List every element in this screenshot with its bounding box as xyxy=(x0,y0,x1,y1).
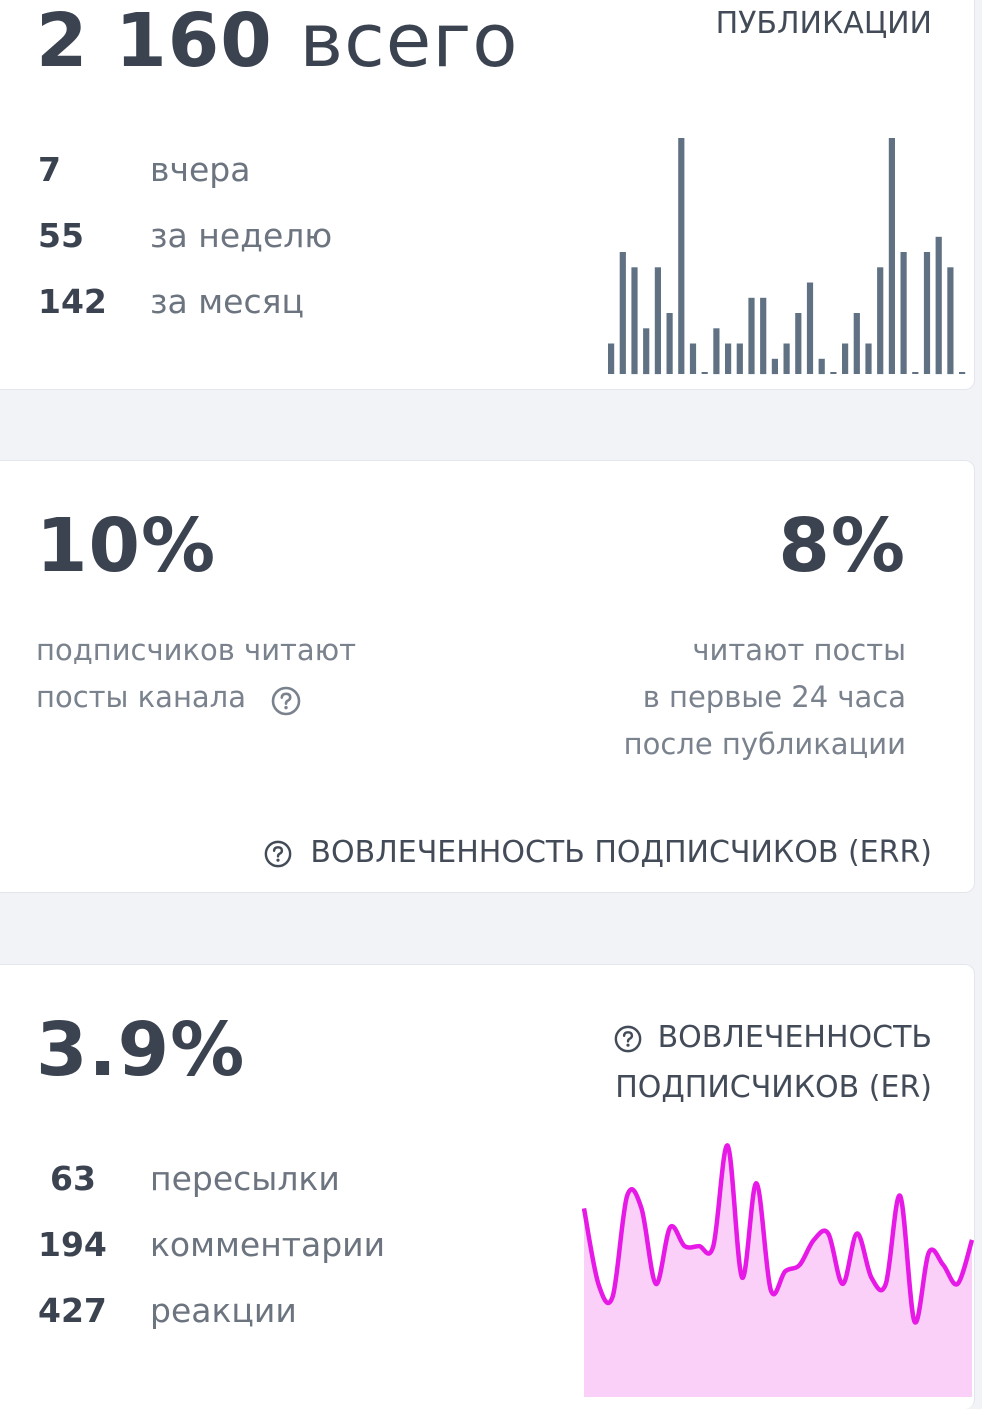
stat-label: за неделю xyxy=(150,216,333,255)
stat-value: 63 xyxy=(50,1159,96,1198)
bar-mark xyxy=(689,343,697,374)
err-left-desc-line-with-help: посты канала xyxy=(36,674,356,721)
bar-mark xyxy=(853,313,860,374)
err-title-text: ВОВЛЕЧЕННОСТЬ ПОДПИСЧИКОВ (ERR) xyxy=(310,835,932,870)
question-circle-icon[interactable] xyxy=(271,686,301,716)
bar-mark xyxy=(771,358,778,375)
question-circle-icon[interactable] xyxy=(614,1025,641,1053)
bar-mark xyxy=(830,372,837,374)
er-stat-reactions: 427 реакции xyxy=(38,1291,297,1330)
stat-value: 194 xyxy=(38,1225,107,1264)
bar-mark xyxy=(900,252,907,374)
err-card: 10% 8% подписчиков читают посты канала ч… xyxy=(0,460,975,893)
bar-mark xyxy=(818,358,825,375)
err-left-description: подписчиков читают посты канала xyxy=(36,627,356,721)
stat-value: 427 xyxy=(38,1291,107,1330)
bar-mark xyxy=(947,267,954,375)
er-title[interactable]: ВОВЛЕЧЕННОСТЬ ПОДПИСЧИКОВ (ER) xyxy=(614,1013,932,1113)
err-right-value: 8% xyxy=(778,503,906,589)
bar-mark xyxy=(713,328,720,375)
stat-value: 142 xyxy=(38,282,107,321)
stat-label: реакции xyxy=(150,1291,297,1330)
bar-mark xyxy=(654,267,661,375)
bar-mark xyxy=(923,252,931,374)
bar-mark xyxy=(842,343,849,374)
publications-bar-chart xyxy=(608,138,966,375)
publications-stat-month: 142 за месяц xyxy=(38,282,304,321)
series-line xyxy=(582,1143,974,1325)
stat-value: 7 xyxy=(38,150,61,189)
bar-mark xyxy=(678,138,685,374)
bar-mark xyxy=(666,313,673,374)
bar-mark xyxy=(760,297,767,375)
err-right-desc-line: после публикации xyxy=(623,727,906,761)
er-title-line: ВОВЛЕЧЕННОСТЬ xyxy=(657,1020,932,1055)
bar-mark xyxy=(736,343,743,374)
publications-card: 2 160 всего ПУБЛИКАЦИИ 7 вчера 55 за недел… xyxy=(0,0,975,390)
err-left-desc-text: посты канала xyxy=(36,680,246,714)
question-circle-icon[interactable] xyxy=(264,840,292,867)
bar-mark xyxy=(935,236,942,375)
bar-mark xyxy=(806,282,814,374)
bar-mark xyxy=(619,252,626,374)
bar-mark xyxy=(959,372,966,374)
err-left-value: 10% xyxy=(36,503,217,589)
bar-mark xyxy=(912,372,919,374)
bar-mark xyxy=(701,372,708,374)
stat-label: за месяц xyxy=(150,282,304,321)
publications-stat-week: 55 за неделю xyxy=(38,216,332,255)
publications-total-unit: всего xyxy=(299,0,519,84)
bar-mark xyxy=(795,313,802,374)
err-right-desc-line: читают посты xyxy=(692,633,906,667)
er-stat-comments: 194 комментарии xyxy=(38,1225,385,1264)
stat-label: комментарии xyxy=(150,1225,386,1264)
bar-mark xyxy=(608,343,615,374)
publications-total-value: 2 160 xyxy=(36,0,273,84)
er-stat-forwards: 63 пересылки xyxy=(38,1159,340,1198)
er-card: 3.9% ВОВЛЕЧЕННОСТЬ ПОДПИСЧИКОВ (ER) 63 пе… xyxy=(0,964,975,1409)
err-right-description: читают посты в первые 24 часа после публ… xyxy=(624,627,906,768)
bar-mark xyxy=(865,343,872,374)
er-title-line: ПОДПИСЧИКОВ (ER) xyxy=(615,1070,932,1105)
publications-total: 2 160 всего xyxy=(36,0,518,84)
publications-stat-yesterday: 7 вчера xyxy=(38,150,250,189)
stat-label: пересылки xyxy=(150,1159,340,1198)
err-title[interactable]: ВОВЛЕЧЕННОСТЬ ПОДПИСЧИКОВ (ERR) xyxy=(264,835,932,870)
err-left-desc-line: подписчиков читают xyxy=(36,633,357,667)
stat-value: 55 xyxy=(38,216,84,255)
bar-mark xyxy=(725,343,732,374)
er-value: 3.9% xyxy=(36,1007,246,1093)
area-fill xyxy=(584,1145,972,1397)
bar-mark xyxy=(748,297,755,375)
stat-label: вчера xyxy=(150,150,251,189)
bar-mark xyxy=(643,328,650,375)
bar-mark xyxy=(783,343,790,374)
bar-mark xyxy=(877,267,884,375)
bar-mark xyxy=(631,267,638,375)
er-area-chart xyxy=(582,1143,974,1397)
err-right-desc-line: в первые 24 часа xyxy=(642,680,906,714)
bar-mark xyxy=(888,138,895,374)
publications-title: ПУБЛИКАЦИИ xyxy=(715,6,932,41)
